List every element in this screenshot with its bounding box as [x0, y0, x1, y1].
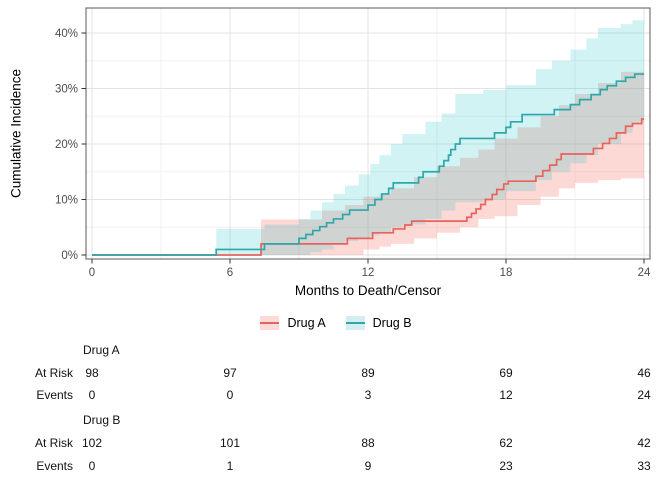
risk-table-events-value: 24: [637, 388, 651, 402]
risk-table-at-risk-value: 62: [499, 436, 513, 450]
x-tick-label: 6: [227, 267, 233, 279]
risk-table-row-label-events: Events: [36, 388, 73, 402]
risk-table-events-value: 12: [499, 388, 513, 402]
risk-table-events-value: 9: [364, 459, 372, 473]
risk-table-row-label-events: Events: [36, 459, 73, 473]
legend-label-drug-b: Drug B: [372, 316, 412, 330]
risk-table-at-risk-value: 101: [219, 436, 241, 450]
risk-table-row-label-at-risk: At Risk: [34, 366, 73, 380]
risk-table-at-risk-value: 89: [361, 366, 375, 380]
risk-table-events-value: 0: [226, 388, 234, 402]
legend-item-drug-a: Drug A: [260, 316, 326, 330]
risk-table-at-risk-value: 88: [361, 436, 375, 450]
legend-key-drug-a-line: [260, 322, 280, 324]
risk-table-at-risk-value: 102: [81, 436, 103, 450]
step-curve-drug-a: [92, 118, 644, 256]
y-tick-label: 0%: [61, 250, 78, 262]
risk-table-events-value: 3: [364, 388, 372, 402]
x-tick-label: 12: [362, 267, 375, 279]
legend-key-drug-a-swatch: [260, 316, 280, 330]
chart-svg: 0 6 12 18 24 0% 10% 20% 30% 40%: [55, 7, 651, 279]
x-axis-title: Months to Death/Censor: [294, 283, 442, 298]
confidence-band-drug-b: [216, 20, 644, 255]
step-curve-drug-b: [92, 73, 644, 256]
x-tick-label: 24: [638, 267, 651, 279]
risk-table-events-value: 1: [226, 459, 234, 473]
risk-table-events-value: 23: [499, 459, 513, 473]
legend-label-drug-a: Drug A: [287, 316, 326, 330]
risk-table-events-value: 33: [637, 459, 651, 473]
risk-table-at-risk-value: 69: [499, 366, 513, 380]
y-tick-label: 20%: [55, 139, 78, 151]
y-axis-title: Cumulative Incidence: [8, 68, 24, 199]
legend-key-drug-b-swatch: [345, 316, 365, 330]
legend-item-drug-b: Drug B: [345, 316, 412, 330]
risk-table-group-label: Drug B: [83, 413, 121, 427]
risk-table-at-risk-value: 97: [223, 366, 237, 380]
risk-table-at-risk-value: 46: [637, 366, 651, 380]
risk-table-row-label-at-risk: At Risk: [34, 436, 73, 450]
risk-table-events-value: 0: [88, 388, 96, 402]
risk-table-group-label: Drug A: [83, 343, 120, 357]
risk-table-at-risk-value: 98: [85, 366, 99, 380]
y-tick-label: 30%: [55, 84, 78, 96]
y-tick-label: 10%: [55, 195, 78, 207]
risk-table: Drug A At Risk Events 98 0 97 0 89 3 69 12 46 24 Drug…: [0, 336, 672, 480]
risk-table-at-risk-value: 42: [637, 436, 651, 450]
x-tick-label: 18: [500, 267, 513, 279]
risk-table-events-value: 0: [88, 459, 96, 473]
x-tick-label: 0: [89, 267, 95, 279]
legend: Drug A Drug B: [0, 314, 672, 332]
legend-key-drug-b-line: [345, 322, 365, 324]
y-tick-label: 40%: [55, 28, 78, 40]
